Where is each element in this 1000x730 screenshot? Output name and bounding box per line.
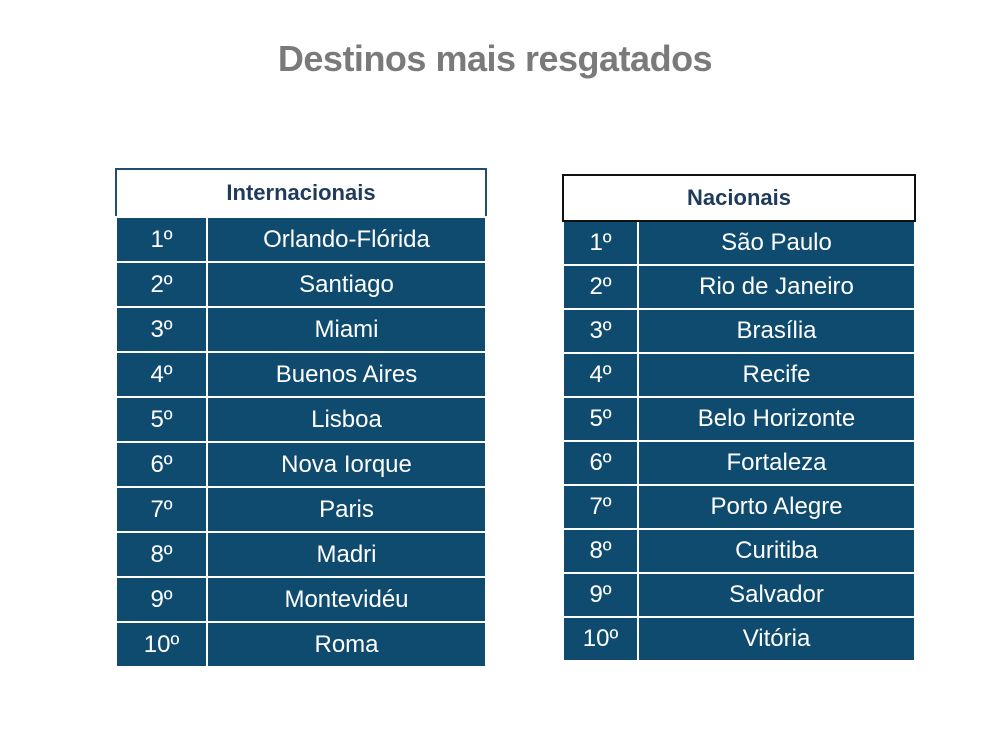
- rank-cell: 1º: [562, 220, 639, 266]
- page-title: Destinos mais resgatados: [277, 38, 713, 79]
- city-cell: Miami: [206, 306, 487, 353]
- table-row: 6º Fortaleza: [562, 440, 916, 486]
- table-row: 8º Curitiba: [562, 528, 916, 574]
- city-cell: Lisboa: [206, 396, 487, 443]
- rank-cell: 7º: [115, 486, 208, 533]
- table-row: 1º Orlando-Flórida: [115, 216, 487, 263]
- table-row: 1º São Paulo: [562, 220, 916, 266]
- rank-cell: 8º: [115, 531, 208, 578]
- table-row: 6º Nova Iorque: [115, 441, 487, 488]
- table-row: 3º Miami: [115, 306, 487, 353]
- table-row: 4º Recife: [562, 352, 916, 398]
- table-row: 9º Montevidéu: [115, 576, 487, 623]
- city-cell: Paris: [206, 486, 487, 533]
- table-row: 10º Vitória: [562, 616, 916, 662]
- rank-cell: 9º: [562, 572, 639, 618]
- table-row: 7º Paris: [115, 486, 487, 533]
- city-cell: Recife: [637, 352, 916, 398]
- international-destinations-table: Internacionais 1º Orlando-Flórida 2º Santi…: [115, 168, 487, 668]
- city-cell: Vitória: [637, 616, 916, 662]
- city-cell: São Paulo: [637, 220, 916, 266]
- rank-cell: 3º: [115, 306, 208, 353]
- city-cell: Belo Horizonte: [637, 396, 916, 442]
- rank-cell: 1º: [115, 216, 208, 263]
- table-row: 5º Lisboa: [115, 396, 487, 443]
- rank-cell: 2º: [115, 261, 208, 308]
- city-cell: Montevidéu: [206, 576, 487, 623]
- rank-cell: 3º: [562, 308, 639, 354]
- table-row: 5º Belo Horizonte: [562, 396, 916, 442]
- rank-cell: 9º: [115, 576, 208, 623]
- rank-cell: 6º: [562, 440, 639, 486]
- rank-cell: 10º: [115, 621, 208, 668]
- city-cell: Brasília: [637, 308, 916, 354]
- table-row: 9º Salvador: [562, 572, 916, 618]
- rank-cell: 2º: [562, 264, 639, 310]
- city-cell: Orlando-Flórida: [206, 216, 487, 263]
- rank-cell: 5º: [562, 396, 639, 442]
- city-cell: Salvador: [637, 572, 916, 618]
- city-cell: Nova Iorque: [206, 441, 487, 488]
- city-cell: Roma: [206, 621, 487, 668]
- city-cell: Santiago: [206, 261, 487, 308]
- table-row: 2º Rio de Janeiro: [562, 264, 916, 310]
- international-table-header: Internacionais: [115, 168, 487, 218]
- city-cell: Madri: [206, 531, 487, 578]
- national-destinations-table: Nacionais 1º São Paulo 2º Rio de Janeiro 3…: [562, 174, 916, 662]
- table-row: 3º Brasília: [562, 308, 916, 354]
- rank-cell: 8º: [562, 528, 639, 574]
- city-cell: Rio de Janeiro: [637, 264, 916, 310]
- city-cell: Fortaleza: [637, 440, 916, 486]
- rank-cell: 4º: [115, 351, 208, 398]
- table-row: 10º Roma: [115, 621, 487, 668]
- rank-cell: 10º: [562, 616, 639, 662]
- city-cell: Porto Alegre: [637, 484, 916, 530]
- table-row: 2º Santiago: [115, 261, 487, 308]
- national-table-header: Nacionais: [562, 174, 916, 222]
- rank-cell: 4º: [562, 352, 639, 398]
- table-row: 8º Madri: [115, 531, 487, 578]
- city-cell: Buenos Aires: [206, 351, 487, 398]
- rank-cell: 5º: [115, 396, 208, 443]
- rank-cell: 6º: [115, 441, 208, 488]
- rank-cell: 7º: [562, 484, 639, 530]
- table-row: 7º Porto Alegre: [562, 484, 916, 530]
- table-row: 4º Buenos Aires: [115, 351, 487, 398]
- city-cell: Curitiba: [637, 528, 916, 574]
